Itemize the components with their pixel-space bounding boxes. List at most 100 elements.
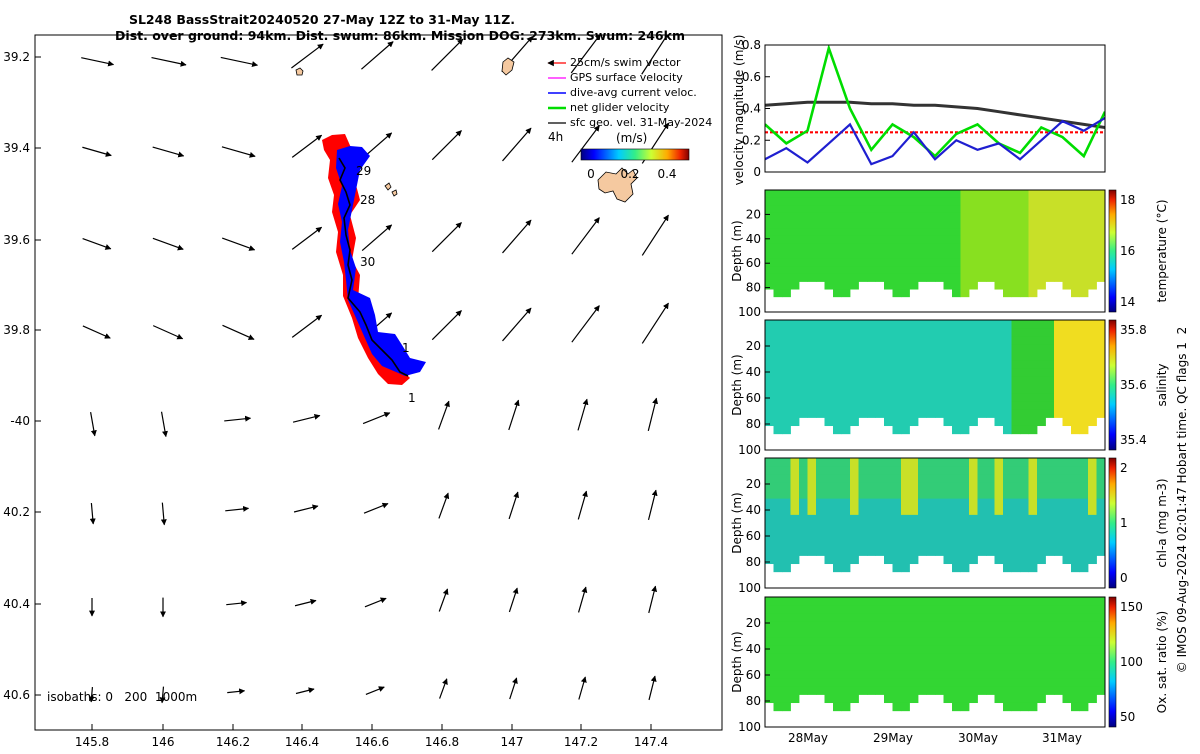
section-cell [765, 613, 774, 622]
section-cell [884, 498, 893, 508]
section-cell [841, 393, 851, 402]
section-cell [926, 409, 936, 418]
section-cell [790, 235, 800, 244]
section-cell [1011, 368, 1021, 378]
section-cell [884, 662, 893, 671]
section-cell [952, 385, 961, 394]
section-cell [1037, 266, 1046, 275]
section-cell [833, 466, 842, 475]
section-cell [943, 344, 953, 353]
geostrophic-vector [151, 56, 187, 67]
section-cell [892, 281, 902, 290]
section-cell [1062, 458, 1072, 467]
section-cell [841, 289, 851, 298]
section-cell [1088, 474, 1097, 483]
section-cell [943, 621, 953, 630]
section-cell [841, 597, 851, 606]
section-cell [773, 702, 783, 712]
section-cell [867, 645, 876, 655]
section-cell [1003, 514, 1012, 524]
section-cell [1011, 490, 1021, 500]
section-cell [926, 662, 936, 671]
section-cell [977, 220, 987, 229]
section-cell [799, 539, 808, 548]
section-cell [994, 482, 1004, 491]
geostrophic-vector [578, 676, 587, 700]
section-cell [1011, 563, 1021, 573]
section-cell [918, 686, 927, 695]
geostrophic-vector [226, 600, 248, 607]
section-cell [994, 328, 1004, 337]
section-cell [952, 482, 961, 491]
section-cell [1011, 694, 1021, 704]
section-cell [765, 678, 774, 687]
section-cell [782, 637, 791, 647]
section-cell [773, 482, 783, 491]
section-cell [943, 474, 953, 483]
section-cell [884, 205, 893, 214]
section-cell [1011, 506, 1021, 516]
section-cell [824, 401, 834, 410]
section-cell [1096, 539, 1106, 548]
section-cell [884, 645, 893, 655]
section-cell [935, 629, 944, 639]
section-cell [926, 531, 936, 540]
section-cell [867, 197, 876, 206]
section-cell [833, 523, 842, 532]
section-cell [994, 629, 1004, 639]
section-cell [1088, 694, 1097, 704]
section-cell [833, 289, 842, 298]
section-cell [875, 466, 885, 475]
section-cell [824, 205, 834, 214]
section-cell [782, 514, 791, 524]
section-cell [824, 605, 834, 614]
section-cell [892, 498, 902, 508]
section-cell [875, 597, 885, 606]
section-cell [1011, 376, 1021, 386]
section-cell [1011, 336, 1021, 345]
section-cell [1071, 637, 1080, 647]
section-cell [1062, 320, 1072, 329]
section-cell [833, 320, 842, 329]
section-cell [833, 243, 842, 252]
section-cell [765, 190, 774, 199]
section-cell [1028, 605, 1038, 614]
section-cell [1011, 344, 1021, 353]
geostrophic-vector [577, 398, 589, 431]
section-cell [969, 531, 978, 540]
section-cell [858, 258, 868, 267]
section-cell [1037, 466, 1046, 475]
section-cell [1020, 523, 1029, 532]
section-cell [926, 547, 936, 556]
section-cell [807, 273, 817, 282]
section-cell [1045, 368, 1055, 378]
section-cell [1028, 336, 1038, 345]
section-cell [1054, 645, 1063, 655]
geostrophic-vector [431, 38, 464, 71]
section-cell [926, 320, 936, 329]
section-cell [867, 506, 876, 516]
section-cell [1088, 320, 1097, 329]
section-cell [807, 523, 817, 532]
section-cell [1037, 613, 1046, 622]
section-cell [782, 547, 791, 556]
section-y-tick-label: 20 [746, 616, 761, 630]
section-cell [952, 243, 961, 252]
legend-item: GPS surface velocity [570, 71, 683, 84]
section-cell [807, 645, 817, 655]
section-cell [824, 235, 834, 244]
section-cell [986, 360, 995, 370]
section-cell [858, 670, 868, 679]
section-cell [994, 523, 1004, 532]
section-cell [1037, 678, 1046, 687]
section-cell [960, 360, 970, 370]
section-cell [1054, 220, 1063, 229]
section-cell [867, 385, 876, 394]
section-cell [952, 531, 961, 540]
section-cell [1071, 281, 1080, 290]
section-cell [1003, 205, 1012, 214]
section-cell [1088, 368, 1097, 378]
section-cell [901, 417, 910, 427]
section-cell [1071, 344, 1080, 353]
section-cell [892, 563, 902, 573]
